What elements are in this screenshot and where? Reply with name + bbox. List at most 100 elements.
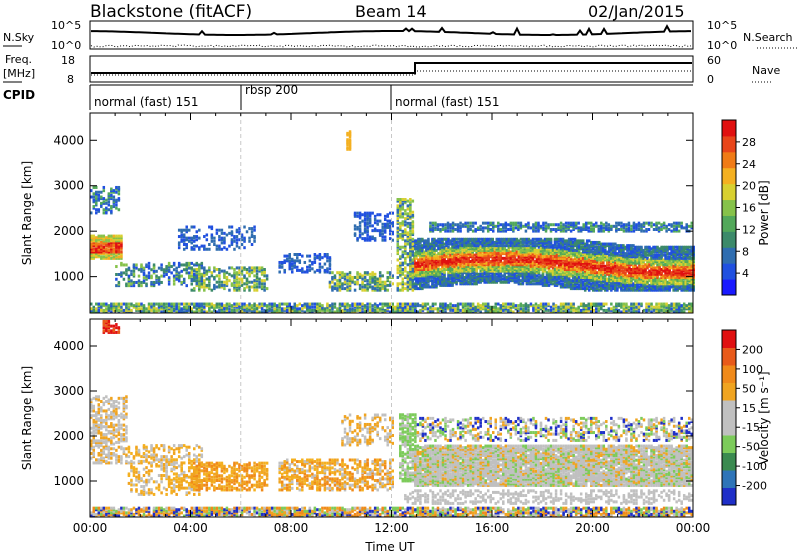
radar-cell: [198, 304, 201, 308]
radar-cell: [248, 274, 251, 278]
radar-cell: [523, 263, 527, 267]
radar-cell: [346, 275, 349, 279]
radar-cell: [193, 305, 196, 309]
radar-cell: [457, 245, 460, 249]
radar-cell: [618, 247, 621, 251]
radar-cell: [142, 310, 146, 314]
radar-cell: [218, 285, 221, 289]
radar-cell: [368, 214, 372, 218]
radar-cell: [411, 274, 414, 278]
radar-cell: [486, 305, 490, 309]
radar-cell: [433, 285, 436, 289]
radar-cell: [571, 285, 575, 289]
radar-cell: [527, 277, 531, 281]
radar-cell: [363, 277, 367, 281]
radar-cell: [425, 272, 428, 276]
radar-cell: [311, 305, 314, 309]
radar-cell: [190, 288, 193, 292]
radar-cell: [383, 238, 387, 242]
radar-cell: [455, 248, 458, 252]
radar-cell: [493, 250, 497, 254]
radar-cell: [465, 264, 468, 268]
radar-cell: [465, 237, 468, 241]
radar-cell: [427, 272, 430, 276]
radar-cell: [493, 260, 497, 264]
radar-cell: [487, 250, 490, 254]
radar-cell: [417, 274, 420, 278]
radar-cell: [511, 269, 515, 273]
radar-cell: [172, 263, 176, 267]
radar-cell: [541, 258, 545, 262]
radar-cell: [584, 308, 588, 312]
radar-cell: [193, 273, 196, 276]
radar-cell: [511, 247, 515, 251]
radar-cell: [318, 268, 322, 272]
radar-cell: [579, 268, 583, 271]
radar-cell: [481, 264, 484, 268]
radar-cell: [492, 310, 495, 314]
radar-cell: [489, 239, 492, 243]
radar-cell: [525, 272, 529, 276]
radar-cell: [481, 271, 484, 275]
radar-cell: [476, 304, 480, 308]
radar-cell: [519, 263, 523, 267]
radar-cell: [573, 285, 577, 289]
radar-cell: [371, 224, 374, 228]
radar-cell: [495, 244, 499, 248]
radar-cell: [208, 269, 211, 273]
radar-cell: [381, 310, 384, 314]
radar-cell: [92, 205, 96, 209]
radar-cell: [92, 237, 96, 241]
radar-cell: [373, 214, 377, 218]
radar-cell: [218, 238, 221, 242]
radar-cell: [539, 244, 543, 248]
radar-cell: [521, 258, 525, 262]
radar-cell: [316, 305, 319, 309]
radar-cell: [198, 302, 201, 306]
radar-cell: [203, 271, 206, 275]
radar-cell: [361, 310, 364, 314]
radar-cell: [457, 258, 460, 262]
radar-cell: [225, 247, 229, 251]
radar-cell: [200, 279, 204, 283]
radar-cell: [515, 244, 519, 248]
radar-cell: [485, 269, 488, 273]
radar-cell: [547, 264, 551, 268]
radar-cell: [190, 310, 193, 314]
radar-cell: [655, 302, 658, 306]
radar-cell: [431, 266, 434, 270]
radar-cell: [425, 285, 428, 289]
radar-cell: [336, 279, 339, 283]
radar-cell: [160, 266, 163, 270]
radar-cell: [218, 277, 221, 281]
radar-cell: [509, 304, 513, 308]
radar-cell: [618, 264, 621, 268]
radar-cell: [265, 308, 269, 312]
radar-cell: [417, 260, 420, 264]
radar-cell: [127, 310, 131, 314]
radar-cell: [283, 260, 286, 264]
radar-cell: [433, 239, 436, 243]
radar-cell: [487, 244, 490, 248]
radar-cell: [253, 235, 256, 239]
radar-cell: [507, 279, 511, 283]
radar-cell: [574, 308, 578, 312]
radar-cell: [608, 263, 611, 267]
radar-cell: [167, 304, 171, 308]
radar-cell: [193, 263, 196, 267]
radar-cell: [525, 253, 529, 257]
radar-cell: [665, 310, 668, 314]
radar-cell: [90, 252, 93, 256]
radar-cell: [543, 252, 547, 256]
radar-cell: [561, 250, 565, 254]
radar-cell: [421, 307, 425, 311]
radar-cell: [481, 244, 484, 248]
radar-cell: [622, 310, 626, 314]
radar-cell: [541, 266, 545, 270]
radar-cell: [434, 307, 437, 311]
radar-cell: [464, 307, 467, 311]
radar-cell: [435, 277, 438, 281]
radar-cell: [447, 256, 450, 260]
radar-cell: [177, 263, 181, 267]
radar-cell: [102, 185, 106, 189]
